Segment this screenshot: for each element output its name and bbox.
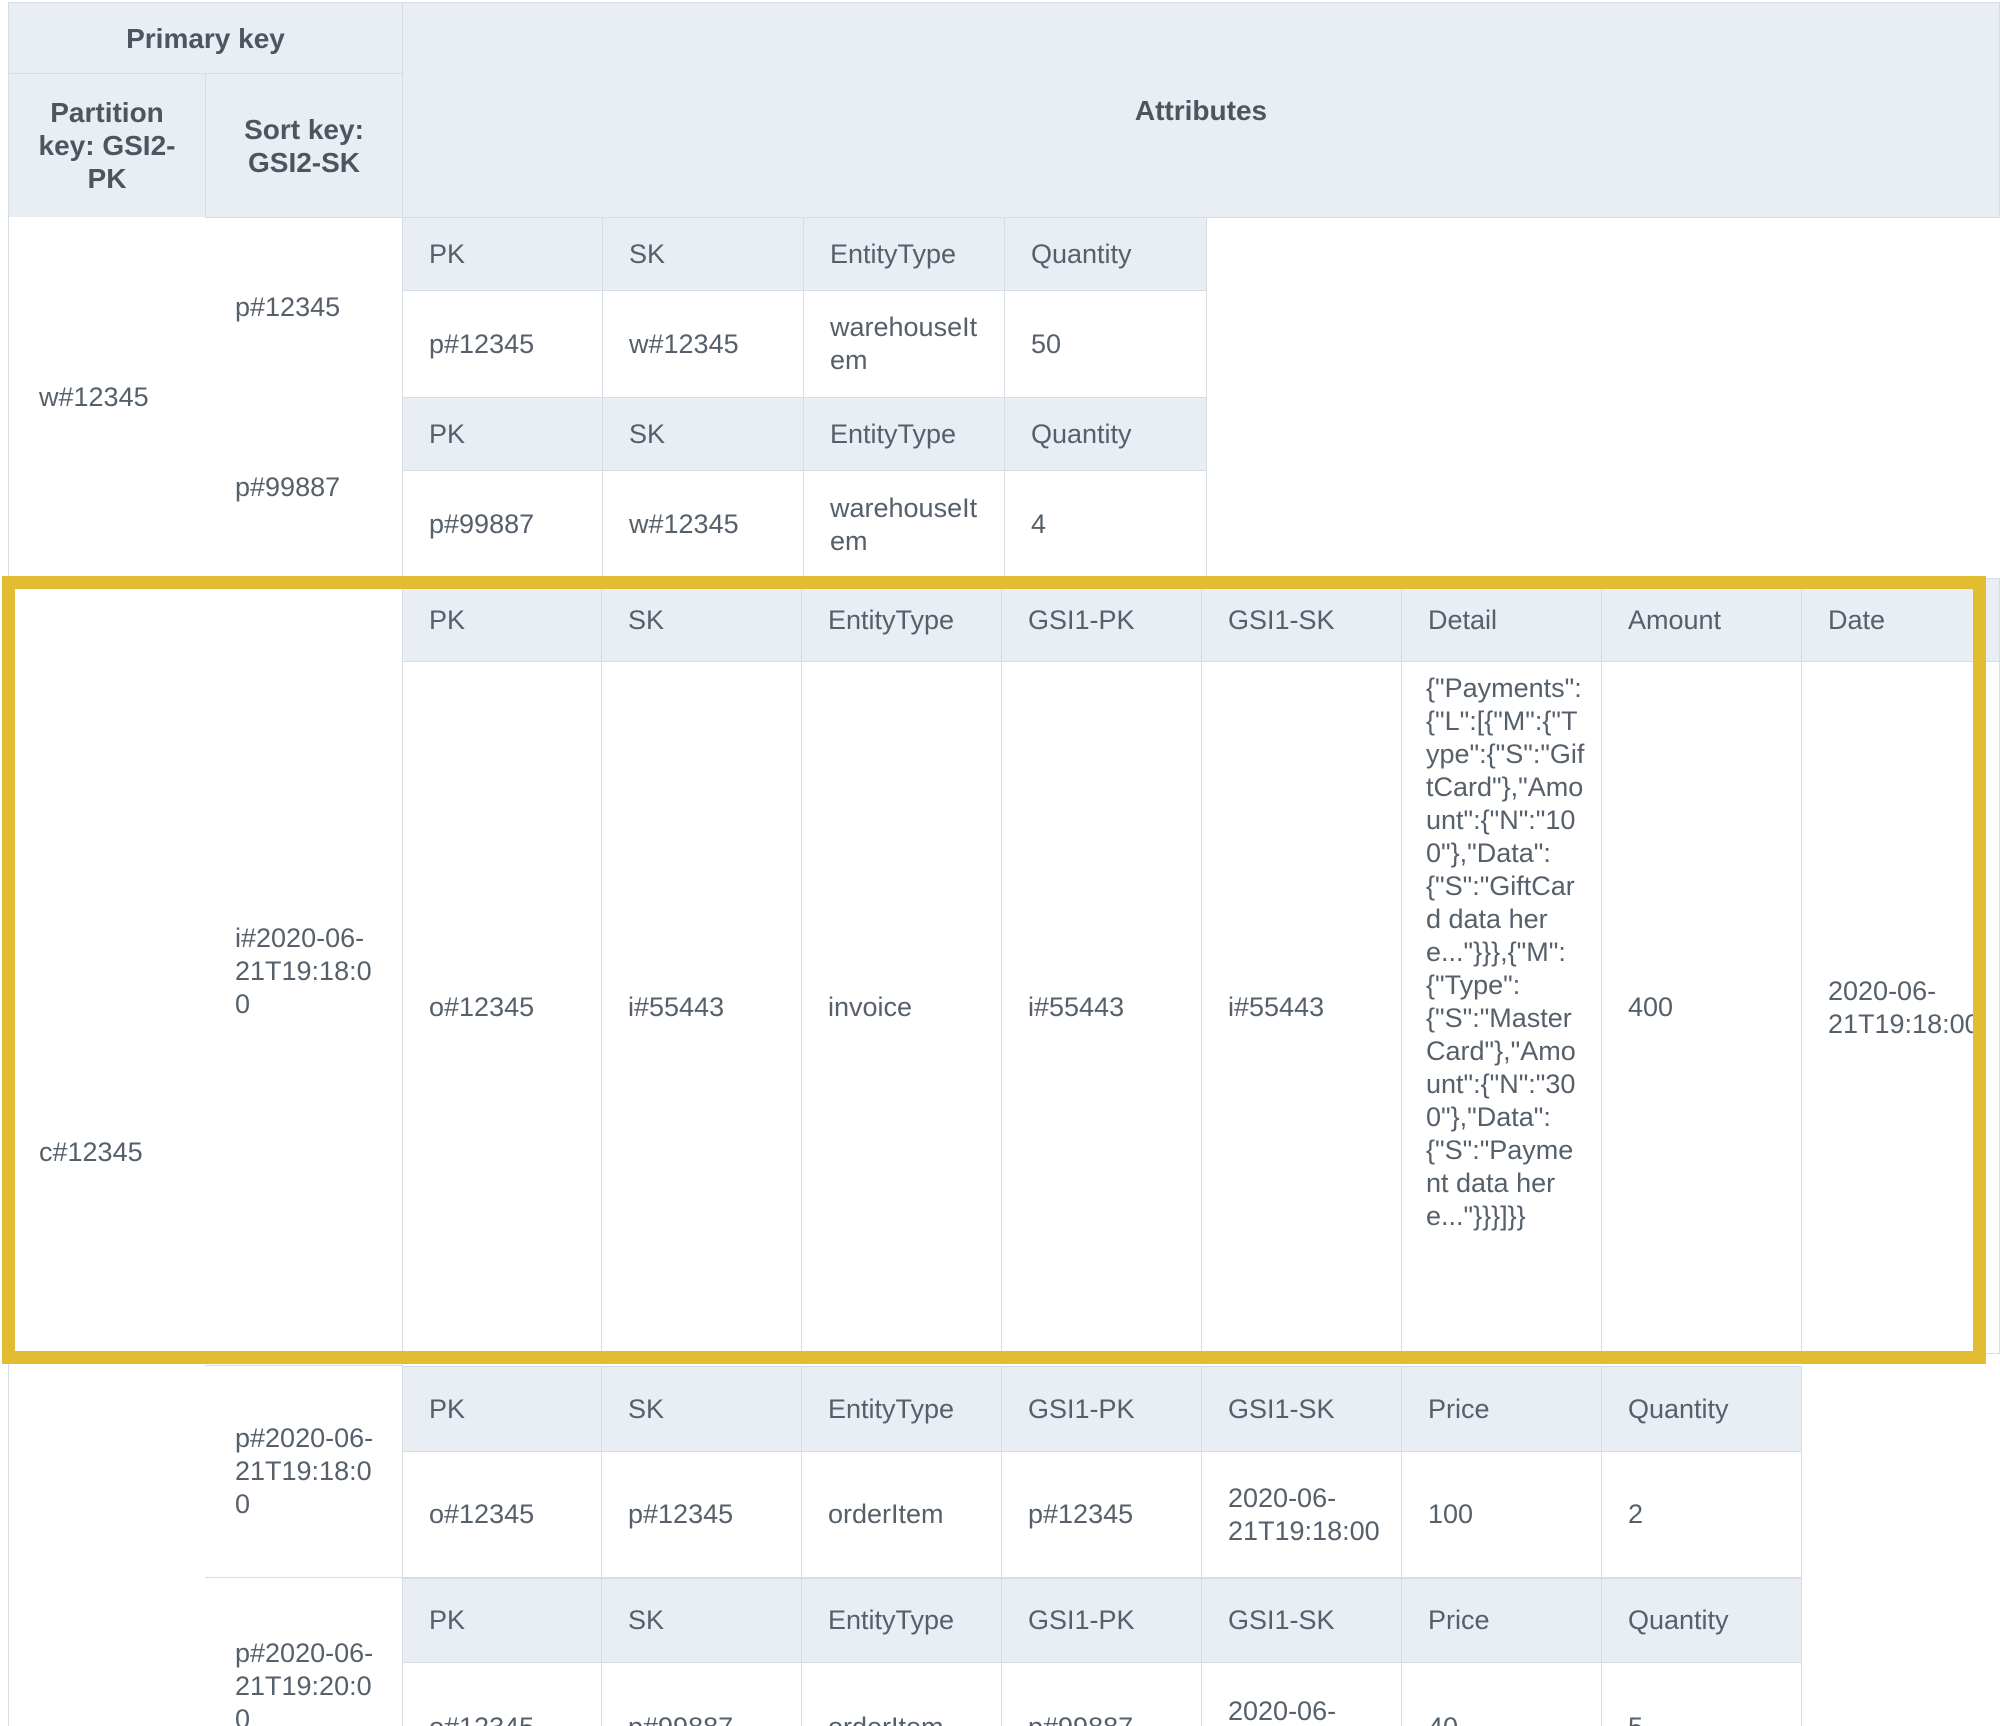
value-cell: i#55443 xyxy=(1002,662,1202,1354)
column-header: SK xyxy=(603,217,804,291)
value-cell: 2020-06-21T19:18:00 xyxy=(1802,662,2000,1354)
column-header: Amount xyxy=(1602,578,1802,662)
value-cell: i#55443 xyxy=(602,662,802,1354)
partition-key-header: Partition key: GSI2-PK xyxy=(8,73,206,218)
column-header: EntityType xyxy=(802,578,1002,662)
item-table-warehouse-2: PK SK EntityType Quantity p#99887 w#1234… xyxy=(402,397,1207,579)
column-header: GSI1-SK xyxy=(1202,578,1402,662)
value-cell: 2020-06-21T19:20:00 xyxy=(1202,1663,1402,1726)
value-cell: i#55443 xyxy=(1202,662,1402,1354)
value-cell: p#99887 xyxy=(602,1663,802,1726)
detail-json-cell: {"Payments":{"L":[{"M":{"Type":{"S":"Gif… xyxy=(1402,662,1602,1354)
value-cell: orderItem xyxy=(802,1663,1002,1726)
column-header: SK xyxy=(603,397,804,471)
value-cell: 5 xyxy=(1602,1663,1802,1726)
column-header: SK xyxy=(602,1366,802,1452)
value-cell: orderItem xyxy=(802,1452,1002,1578)
column-header: Price xyxy=(1402,1366,1602,1452)
column-header: EntityType xyxy=(802,1578,1002,1663)
value-cell: 50 xyxy=(1005,291,1207,398)
primary-key-header: Primary key xyxy=(8,2,403,74)
item-table-warehouse-1: PK SK EntityType Quantity p#12345 w#1234… xyxy=(402,217,1207,398)
value-cell: o#12345 xyxy=(402,1452,602,1578)
value-cell: p#99887 xyxy=(402,471,603,579)
column-header: PK xyxy=(402,217,603,291)
column-header: GSI1-PK xyxy=(1002,1366,1202,1452)
column-header: Date xyxy=(1802,578,2000,662)
column-header: EntityType xyxy=(802,1366,1002,1452)
value-cell: 400 xyxy=(1602,662,1802,1354)
sort-key-cell-orderitem-1: p#2020-06-21T19:18:00 xyxy=(205,1366,403,1578)
column-header: GSI1-SK xyxy=(1202,1578,1402,1663)
column-header: PK xyxy=(402,397,603,471)
column-header: PK xyxy=(402,1578,602,1663)
sort-key-header: Sort key: GSI2-SK xyxy=(205,73,403,218)
column-header: Quantity xyxy=(1005,397,1207,471)
value-cell: p#12345 xyxy=(402,291,603,398)
column-header: PK xyxy=(402,578,602,662)
column-header: SK xyxy=(602,578,802,662)
value-cell: o#12345 xyxy=(402,1663,602,1726)
column-header: GSI1-SK xyxy=(1202,1366,1402,1452)
attributes-header: Attributes xyxy=(402,2,2000,218)
column-header: GSI1-PK xyxy=(1002,1578,1202,1663)
column-header: EntityType xyxy=(804,217,1005,291)
value-cell: o#12345 xyxy=(402,662,602,1354)
value-cell: w#12345 xyxy=(603,291,804,398)
item-table-invoice: PK SK EntityType GSI1-PK GSI1-SK Detail … xyxy=(402,578,2000,1354)
value-cell: warehouseItem xyxy=(804,291,1005,398)
value-cell: p#99887 xyxy=(1002,1663,1202,1726)
column-header: GSI1-PK xyxy=(1002,578,1202,662)
value-cell: 2 xyxy=(1602,1452,1802,1578)
value-cell: invoice xyxy=(802,662,1002,1354)
value-cell: 4 xyxy=(1005,471,1207,579)
value-cell: p#12345 xyxy=(1002,1452,1202,1578)
sort-key-cell-orderitem-2: p#2020-06-21T19:20:00 xyxy=(205,1578,403,1726)
column-header: Quantity xyxy=(1005,217,1207,291)
partition-cell-w12345: w#12345 xyxy=(8,217,206,578)
partition-cell-c12345: c#12345 xyxy=(8,578,206,1726)
column-header: Detail xyxy=(1402,578,1602,662)
sort-key-cell-p99887: p#99887 xyxy=(205,397,403,579)
item-table-orderitem-2: PK SK EntityType GSI1-PK GSI1-SK Price Q… xyxy=(402,1578,1802,1726)
column-header: Price xyxy=(1402,1578,1602,1663)
column-header: PK xyxy=(402,1366,602,1452)
item-table-orderitem-1: PK SK EntityType GSI1-PK GSI1-SK Price Q… xyxy=(402,1366,1802,1578)
column-header: EntityType xyxy=(804,397,1005,471)
value-cell: warehouseItem xyxy=(804,471,1005,579)
column-header: SK xyxy=(602,1578,802,1663)
value-cell: w#12345 xyxy=(603,471,804,579)
column-header: Quantity xyxy=(1602,1578,1802,1663)
value-cell: 2020-06-21T19:18:00 xyxy=(1202,1452,1402,1578)
value-cell: p#12345 xyxy=(602,1452,802,1578)
value-cell: 100 xyxy=(1402,1452,1602,1578)
value-cell: 40 xyxy=(1402,1663,1602,1726)
sort-key-cell-p12345: p#12345 xyxy=(205,217,403,398)
column-header: Quantity xyxy=(1602,1366,1802,1452)
sort-key-cell-invoice: i#2020-06-21T19:18:00 xyxy=(205,578,403,1366)
